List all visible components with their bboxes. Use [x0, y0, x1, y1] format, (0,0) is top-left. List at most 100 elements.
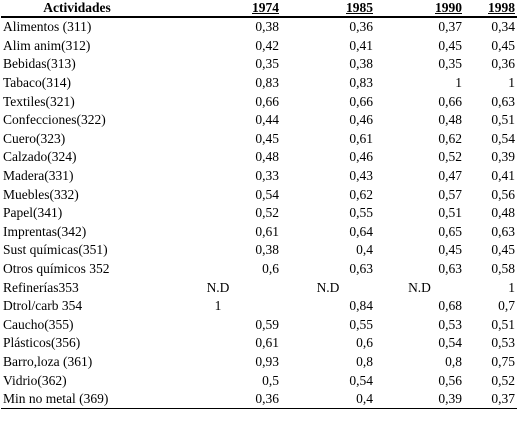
value-cell-1998: 0,63 — [491, 223, 515, 239]
value-cell-1990: 0,52 — [438, 149, 462, 165]
value-cell-1974: 0,48 — [255, 149, 279, 165]
table-header: Actividades 1974 1985 1990 1998 — [1, 0, 517, 18]
value-cell-1990: 0,35 — [438, 56, 462, 72]
value-cell-1990: 0,56 — [438, 372, 462, 388]
column-header-1998: 1998 — [464, 0, 517, 18]
activity-label: Textiles(321) — [3, 93, 75, 109]
table-row: Muebles(332) 0,54 0,62 0,57 0,56 — [1, 185, 517, 204]
value-cell-1990: 0,62 — [438, 130, 462, 146]
activities-table: Actividades 1974 1985 1990 1998 Alimento… — [1, 0, 517, 410]
activity-label: Otros químicos 352 — [3, 261, 110, 277]
value-cell-1985: 0,64 — [349, 223, 373, 239]
value-cell-1985: 0,54 — [349, 372, 373, 388]
value-cell-1974: 0,61 — [255, 223, 279, 239]
value-cell-1998: 0,45 — [491, 242, 515, 258]
value-cell-1974: 0,5 — [262, 372, 279, 388]
activity-label: Plásticos(356) — [3, 335, 81, 351]
value-cell-1974: 0,61 — [255, 335, 279, 351]
value-cell-1985: 0,36 — [349, 19, 373, 35]
value-cell-1985: 0,55 — [349, 205, 373, 221]
value-cell-1974: 0,83 — [255, 75, 279, 91]
value-cell-1998: 0,53 — [491, 335, 515, 351]
value-cell-1985: 0,66 — [349, 93, 373, 109]
value-cell-1985: 0,41 — [349, 37, 373, 53]
value-cell-1985: 0,4 — [281, 389, 375, 410]
value-cell-1974: 0,36 — [155, 389, 281, 410]
value-cell-1990: 0,47 — [438, 168, 462, 184]
activity-label: Bebidas(313) — [3, 56, 76, 72]
value-cell-1990: 1 — [455, 75, 462, 91]
value-cell-1974: 0,54 — [255, 186, 279, 202]
value-cell-1990: 0,53 — [438, 316, 462, 332]
value-cell-1998: 0,48 — [491, 205, 515, 221]
activity-label: Alimentos (311) — [3, 19, 92, 35]
value-cell-1985: 0,38 — [349, 56, 373, 72]
activity-label: Imprentas(342) — [3, 223, 87, 239]
value-cell-1998: 0,37 — [464, 389, 517, 410]
table-body: Alimentos (311) 0,38 0,36 0,37 0,34 Alim anim… — [1, 17, 517, 410]
value-cell-1990: 0,65 — [438, 223, 462, 239]
table-row: Imprentas(342) 0,61 0,64 0,65 0,63 — [1, 223, 517, 242]
value-cell-1985: N.D — [316, 279, 340, 295]
value-cell-1974: 0,45 — [255, 130, 279, 146]
value-cell-1990: 0,45 — [438, 242, 462, 258]
table-row: Plásticos(356) 0,61 0,6 0,54 0,53 — [1, 334, 517, 353]
table-row: Alimentos (311) 0,38 0,36 0,37 0,34 — [1, 17, 517, 37]
value-cell-1998: 0,75 — [491, 353, 515, 369]
table-row: Confecciones(322) 0,44 0,46 0,48 0,51 — [1, 111, 517, 130]
value-cell-1990: 0,37 — [438, 19, 462, 35]
value-cell-1998: 0,51 — [491, 112, 515, 128]
table-row: Vidrio(362) 0,5 0,54 0,56 0,52 — [1, 371, 517, 390]
activity-label: Alim anim(312) — [3, 37, 91, 53]
value-cell-1990: N.D — [408, 279, 431, 295]
value-cell-1974: 0,35 — [255, 56, 279, 72]
value-cell-1998: 1 — [508, 279, 515, 295]
activity-label: Sust químicas(351) — [3, 242, 108, 258]
activity-label: Tabaco(314) — [3, 75, 72, 91]
value-cell-1990: 0,39 — [375, 389, 464, 410]
value-cell-1998: 0,52 — [491, 372, 515, 388]
value-cell-1985: 0,62 — [349, 186, 373, 202]
activity-label: Confecciones(322) — [3, 112, 106, 128]
value-cell-1990: 0,51 — [438, 205, 462, 221]
activity-label: Min no metal (369) — [1, 389, 155, 410]
table-row: Papel(341) 0,52 0,55 0,51 0,48 — [1, 204, 517, 223]
value-cell-1985: 0,61 — [349, 130, 373, 146]
value-cell-1985: 0,63 — [349, 261, 373, 277]
value-cell-1998: 0,56 — [491, 186, 515, 202]
value-cell-1998: 0,63 — [491, 93, 515, 109]
table-row: Alim anim(312) 0,42 0,41 0,45 0,45 — [1, 37, 517, 56]
value-cell-1990: 0,63 — [438, 261, 462, 277]
value-cell-1974: 0,33 — [255, 168, 279, 184]
value-cell-1998: 0,45 — [491, 37, 515, 53]
table-row: Barro,loza (361) 0,93 0,8 0,8 0,75 — [1, 353, 517, 372]
activity-label: Cuero(323) — [3, 130, 66, 146]
value-cell-1998: 0,54 — [491, 130, 515, 146]
table-row: Sust químicas(351) 0,38 0,4 0,45 0,45 — [1, 241, 517, 260]
activity-label: Muebles(332) — [3, 186, 79, 202]
value-cell-1974: N.D — [206, 279, 230, 295]
table-row: Otros químicos 352 0,6 0,63 0,63 0,58 — [1, 260, 517, 279]
value-cell-1974: 0,38 — [255, 242, 279, 258]
activity-label: Vidrio(362) — [3, 372, 67, 388]
value-cell-1974: 0,66 — [255, 93, 279, 109]
value-cell-1974: 0,42 — [255, 37, 279, 53]
value-cell-1985: 0,43 — [349, 168, 373, 184]
header-row: Actividades 1974 1985 1990 1998 — [1, 0, 517, 18]
value-cell-1998: 0,39 — [491, 149, 515, 165]
value-cell-1998: 0,41 — [491, 168, 515, 184]
table-row: Tabaco(314) 0,83 0,83 1 1 — [1, 74, 517, 93]
activity-label: Calzado(324) — [3, 149, 77, 165]
value-cell-1974: 0,38 — [255, 19, 279, 35]
column-header-activities: Actividades — [1, 0, 155, 18]
value-cell-1998: 0,7 — [498, 298, 515, 314]
value-cell-1998: 0,58 — [491, 261, 515, 277]
activity-label: Caucho(355) — [3, 316, 74, 332]
value-cell-1985: 0,46 — [349, 149, 373, 165]
value-cell-1990: 0,68 — [438, 298, 462, 314]
value-cell-1974: 0,59 — [255, 316, 279, 332]
value-cell-1985: 0,4 — [356, 242, 373, 258]
value-cell-1985: 0,83 — [349, 75, 373, 91]
activity-label: Madera(331) — [3, 168, 74, 184]
table-row: Calzado(324) 0,48 0,46 0,52 0,39 — [1, 148, 517, 167]
